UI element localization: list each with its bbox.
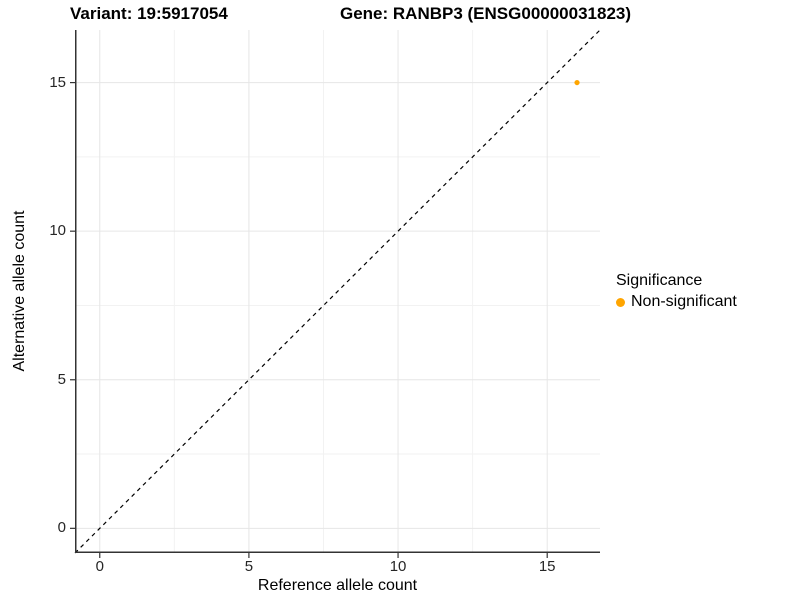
variant-title: Variant: 19:5917054	[70, 4, 228, 23]
legend-item-label: Non-significant	[631, 293, 737, 310]
x-axis-label: Reference allele count	[257, 577, 418, 594]
y-tick-label: 0	[57, 519, 66, 537]
data-point	[574, 79, 580, 86]
identity-line	[74, 29, 601, 554]
x-tick-label: 15	[538, 558, 556, 575]
y-tick-label: 10	[49, 222, 66, 240]
legend-item-non-significant: Non-significant	[616, 293, 737, 311]
legend-point-swatch	[616, 297, 625, 307]
x-tick-label: 10	[389, 558, 407, 575]
legend-title: Significance	[616, 272, 703, 289]
y-tick-label: 15	[49, 73, 66, 91]
y-axis-label: Alternative allele count	[11, 210, 28, 372]
legend: Significance Non-significant	[616, 272, 737, 311]
gene-title: Gene: RANBP3 (ENSG00000031823)	[340, 4, 632, 23]
y-tick-label: 5	[57, 370, 66, 388]
x-tick-label: 0	[95, 558, 104, 575]
x-tick-label: 5	[244, 558, 254, 575]
plot-panel	[70, 29, 601, 558]
